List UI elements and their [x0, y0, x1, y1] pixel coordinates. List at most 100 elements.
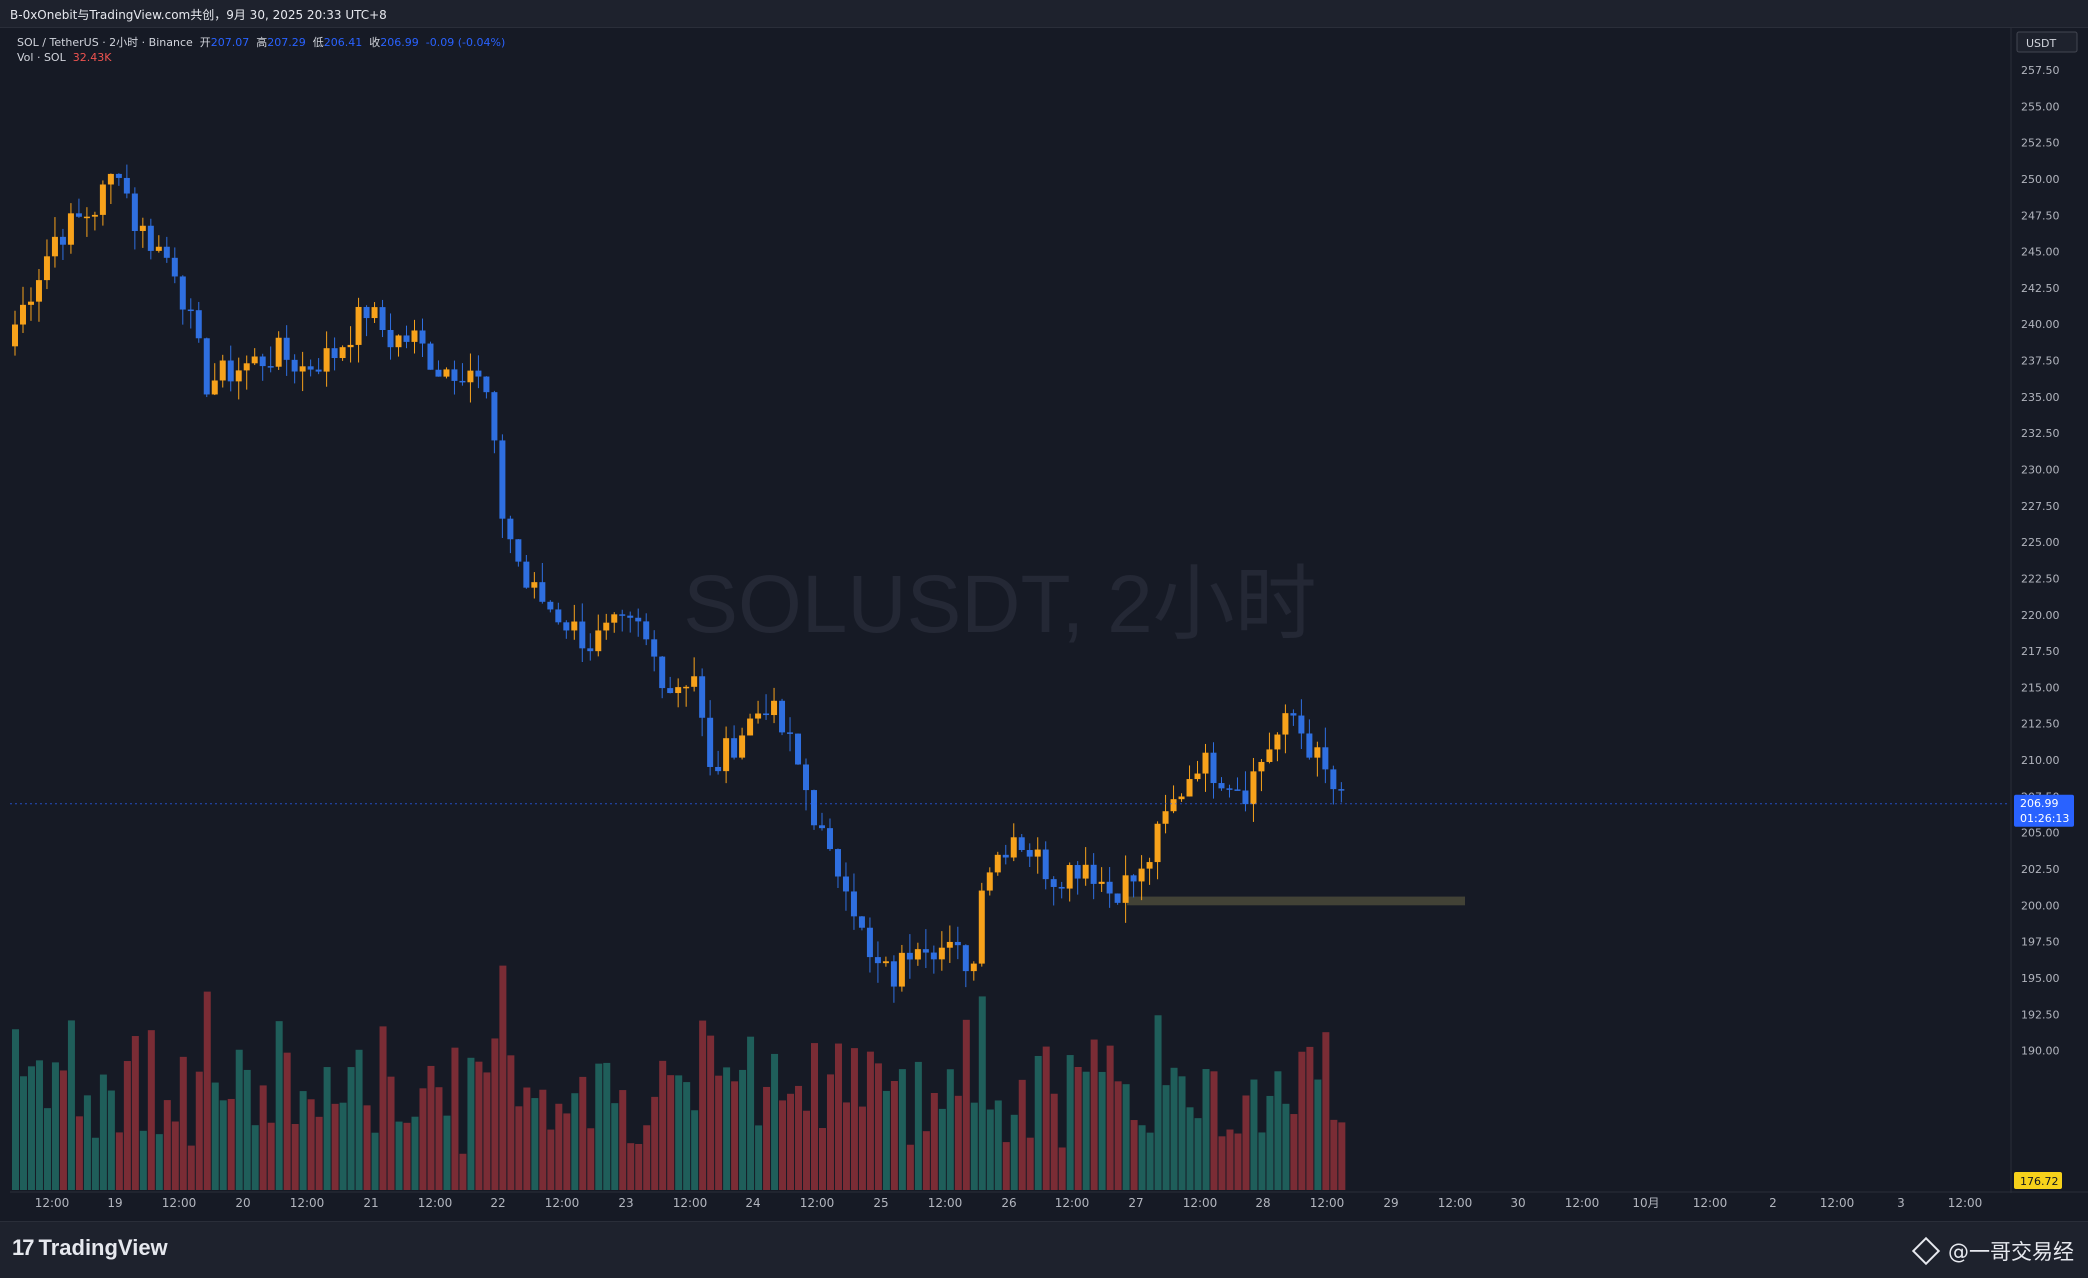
- volume-bar: [954, 1095, 962, 1190]
- volume-bar: [1186, 1107, 1194, 1190]
- y-tick-label: 245.00: [2021, 246, 2060, 259]
- candle-body: [1066, 865, 1073, 889]
- candle-body: [627, 615, 634, 618]
- volume-bar: [1274, 1071, 1282, 1190]
- volume-bar: [139, 1130, 147, 1190]
- x-tick-label: 12:00: [673, 1196, 708, 1210]
- candle-body: [395, 335, 402, 348]
- volume-bar: [12, 1029, 19, 1190]
- volume-bar: [171, 1121, 179, 1190]
- candle-body: [467, 370, 474, 383]
- candle-body: [882, 961, 889, 964]
- volume-bar: [611, 1103, 619, 1190]
- volume-bar: [803, 1110, 811, 1190]
- candle-body: [499, 440, 506, 519]
- candle-body: [1282, 713, 1289, 735]
- volume-bar: [363, 1105, 371, 1190]
- candle-body: [683, 686, 690, 689]
- candle-body: [1322, 747, 1329, 770]
- volume-bar: [1042, 1046, 1050, 1190]
- candle-body: [1074, 865, 1081, 879]
- candle-body: [523, 561, 530, 588]
- candlestick-chart[interactable]: SOLUSDT, 2小时 190.00192.50195.00197.50200…: [0, 0, 2088, 1221]
- candle-body: [978, 890, 985, 964]
- candle-body: [659, 656, 666, 689]
- candle-body: [946, 941, 953, 948]
- candle-body: [1338, 789, 1345, 791]
- volume-bar: [1146, 1132, 1154, 1190]
- candle-body: [195, 310, 202, 339]
- volume-bar: [635, 1143, 643, 1190]
- candle-body: [595, 630, 602, 652]
- tv-logo-icon: 17: [12, 1235, 35, 1260]
- candle-body: [331, 348, 338, 359]
- volume-bar: [651, 1096, 659, 1190]
- candle-body: [139, 225, 146, 232]
- x-tick-label: 29: [1383, 1196, 1398, 1210]
- candle-body: [787, 732, 794, 734]
- symbol-label[interactable]: SOL / TetherUS · 2小时 · Binance: [17, 36, 193, 49]
- candle-body: [283, 337, 290, 360]
- candle-body: [1202, 752, 1209, 774]
- candle-body: [763, 713, 770, 716]
- candle-body: [1234, 789, 1241, 791]
- volume-bar: [1034, 1055, 1042, 1190]
- y-tick-label: 225.00: [2021, 536, 2060, 549]
- candle-body: [811, 790, 817, 826]
- y-tick-label: 215.00: [2021, 681, 2060, 694]
- y-tick-label: 255.00: [2021, 100, 2060, 113]
- candle-body: [898, 952, 905, 987]
- x-tick-label: 28: [1255, 1196, 1270, 1210]
- price-axis[interactable]: [2011, 28, 2088, 1193]
- candle-body: [587, 648, 594, 652]
- candle-body: [123, 177, 130, 194]
- candle-body: [531, 582, 538, 588]
- volume-bar: [203, 991, 211, 1190]
- tradingview-logo[interactable]: 17 TradingView: [12, 1235, 168, 1261]
- current-price-tag: 206.99 01:26:13: [2014, 794, 2074, 827]
- volume-bar: [771, 1053, 779, 1190]
- high-label: 高: [256, 36, 268, 49]
- candle-body: [155, 246, 162, 251]
- volume-bar: [243, 1069, 251, 1190]
- volume-bar: [1154, 1015, 1162, 1190]
- volume-bar: [315, 1116, 323, 1190]
- currency-label: USDT: [2026, 37, 2057, 50]
- x-tick-label: 12:00: [162, 1196, 197, 1210]
- volume-bar: [1250, 1079, 1258, 1190]
- x-tick-label: 21: [363, 1196, 378, 1210]
- candle-body: [795, 733, 802, 765]
- candle-body: [307, 366, 314, 370]
- volume-bar: [691, 1110, 699, 1190]
- volume-label[interactable]: Vol · SOL: [17, 51, 66, 64]
- candle-body: [1298, 715, 1305, 734]
- candle-body: [427, 343, 434, 370]
- volume-bar: [379, 1026, 387, 1190]
- candle-body: [826, 828, 833, 850]
- volume-bar: [515, 1106, 523, 1190]
- volume-bar: [195, 1071, 203, 1190]
- candle-body: [675, 687, 682, 694]
- volume-bar: [1002, 1142, 1010, 1190]
- y-tick-label: 197.50: [2021, 936, 2060, 949]
- candle-body: [635, 617, 642, 622]
- symbol-watermark: SOLUSDT, 2小时: [683, 559, 1316, 650]
- volume-bar: [467, 1057, 475, 1190]
- volume-bar: [587, 1128, 595, 1190]
- candle-body: [938, 947, 945, 960]
- share-text: B-0xOnebit与TradingView.com共创，9月 30, 2025…: [10, 8, 387, 22]
- support-zone: [1127, 896, 1465, 906]
- y-tick-label: 202.50: [2021, 863, 2060, 876]
- candle-body: [459, 380, 466, 383]
- credit-text: @一哥交易经: [1948, 1240, 2074, 1264]
- x-tick-label: 12:00: [1183, 1196, 1218, 1210]
- candle-body: [1010, 837, 1017, 858]
- volume-bar: [1066, 1055, 1074, 1190]
- volume-bar: [563, 1113, 571, 1190]
- candle-body: [1250, 771, 1257, 805]
- candle-body: [779, 700, 786, 733]
- open-label: 开: [199, 36, 211, 49]
- volume-axis-tag: 176.72: [2014, 1172, 2062, 1189]
- volume-bar: [219, 1100, 227, 1190]
- candle-body: [1034, 849, 1041, 857]
